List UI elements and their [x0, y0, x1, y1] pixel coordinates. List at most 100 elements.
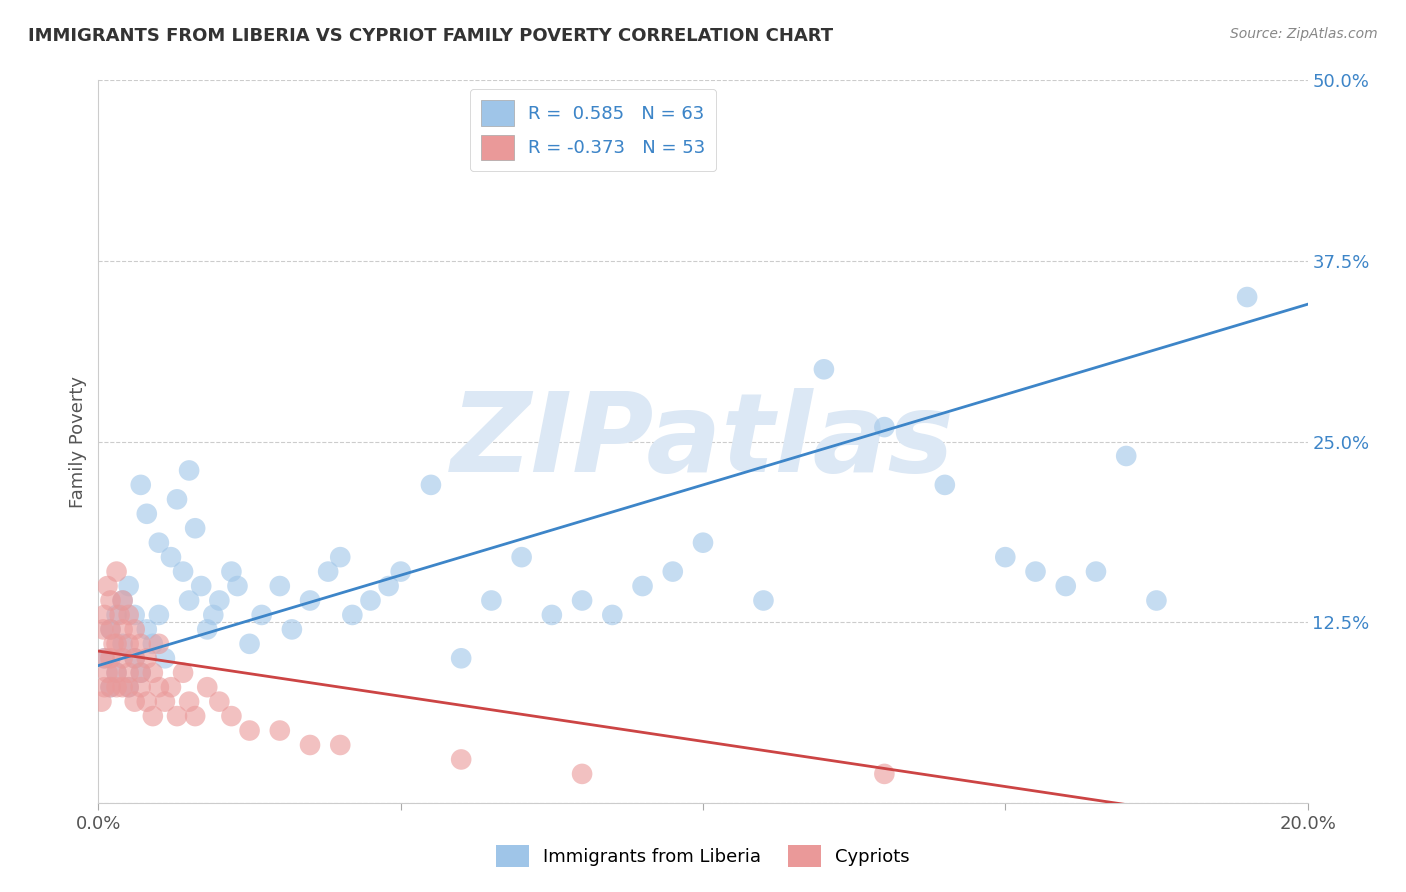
Text: Source: ZipAtlas.com: Source: ZipAtlas.com — [1230, 27, 1378, 41]
Point — [221, 709, 243, 723]
Point — [111, 623, 134, 637]
Point — [111, 593, 134, 607]
Legend: R =  0.585   N = 63, R = -0.373   N = 53: R = 0.585 N = 63, R = -0.373 N = 53 — [470, 89, 716, 171]
Point — [100, 651, 122, 665]
Point — [100, 680, 122, 694]
Point — [221, 565, 243, 579]
Point — [100, 593, 122, 607]
Point — [208, 695, 231, 709]
Point — [111, 593, 134, 607]
Point — [93, 651, 115, 665]
Point — [129, 665, 152, 680]
Text: ZIPatlas: ZIPatlas — [451, 388, 955, 495]
Point — [118, 579, 141, 593]
Point — [329, 550, 352, 565]
Point — [195, 680, 218, 694]
Point — [142, 665, 165, 680]
Point — [195, 623, 218, 637]
Point — [172, 665, 194, 680]
Point — [100, 623, 122, 637]
Point — [316, 565, 339, 579]
Point — [124, 695, 146, 709]
Point — [1085, 565, 1108, 579]
Point — [752, 593, 775, 607]
Point — [135, 695, 157, 709]
Point — [124, 651, 146, 665]
Point — [571, 593, 593, 607]
Point — [135, 507, 157, 521]
Point — [124, 651, 146, 665]
Point — [661, 565, 683, 579]
Point — [96, 665, 118, 680]
Point — [329, 738, 352, 752]
Point — [118, 665, 141, 680]
Point — [142, 709, 165, 723]
Point — [631, 579, 654, 593]
Point — [540, 607, 562, 622]
Point — [1144, 593, 1167, 607]
Point — [103, 637, 125, 651]
Point — [129, 478, 152, 492]
Point — [129, 665, 152, 680]
Point — [118, 607, 141, 622]
Point — [450, 752, 472, 766]
Point — [135, 651, 157, 665]
Point — [135, 623, 157, 637]
Point — [873, 420, 896, 434]
Point — [111, 680, 134, 694]
Point — [129, 680, 152, 694]
Point — [377, 579, 399, 593]
Point — [118, 680, 141, 694]
Point — [96, 579, 118, 593]
Point — [129, 637, 152, 651]
Point — [179, 463, 201, 477]
Point — [90, 695, 112, 709]
Point — [91, 623, 114, 637]
Legend: Immigrants from Liberia, Cypriots: Immigrants from Liberia, Cypriots — [489, 838, 917, 874]
Y-axis label: Family Poverty: Family Poverty — [69, 376, 87, 508]
Point — [118, 637, 141, 651]
Point — [450, 651, 472, 665]
Point — [873, 767, 896, 781]
Point — [111, 651, 134, 665]
Point — [153, 695, 176, 709]
Point — [342, 607, 364, 622]
Point — [1236, 290, 1258, 304]
Point — [420, 478, 443, 492]
Point — [202, 607, 225, 622]
Point — [239, 723, 262, 738]
Point — [389, 565, 412, 579]
Point — [160, 550, 183, 565]
Point — [190, 579, 212, 593]
Point — [184, 709, 207, 723]
Point — [148, 607, 170, 622]
Point — [226, 579, 249, 593]
Point — [105, 565, 128, 579]
Point — [481, 593, 503, 607]
Point — [1024, 565, 1046, 579]
Point — [269, 579, 291, 593]
Point — [1115, 449, 1137, 463]
Point — [602, 607, 624, 622]
Point — [93, 651, 115, 665]
Point — [148, 637, 170, 651]
Point — [184, 521, 207, 535]
Point — [571, 767, 593, 781]
Point — [299, 738, 322, 752]
Point — [148, 535, 170, 549]
Point — [281, 623, 304, 637]
Point — [360, 593, 382, 607]
Point — [166, 709, 188, 723]
Point — [100, 623, 122, 637]
Point — [299, 593, 322, 607]
Point — [118, 680, 141, 694]
Point — [105, 665, 128, 680]
Point — [934, 478, 956, 492]
Point — [172, 565, 194, 579]
Text: IMMIGRANTS FROM LIBERIA VS CYPRIOT FAMILY POVERTY CORRELATION CHART: IMMIGRANTS FROM LIBERIA VS CYPRIOT FAMIL… — [28, 27, 834, 45]
Point — [160, 680, 183, 694]
Point — [100, 680, 122, 694]
Point — [148, 680, 170, 694]
Point — [124, 607, 146, 622]
Point — [994, 550, 1017, 565]
